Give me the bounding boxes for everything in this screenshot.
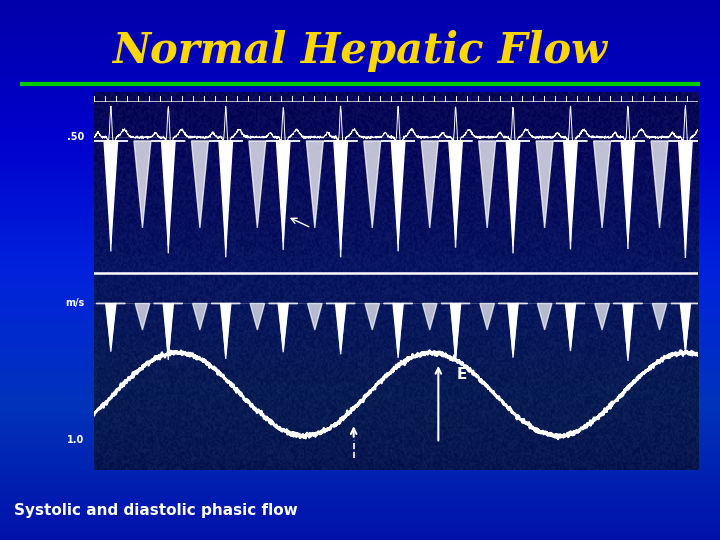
Polygon shape (668, 141, 702, 258)
Polygon shape (438, 141, 472, 248)
Polygon shape (479, 141, 495, 228)
Polygon shape (106, 303, 116, 348)
Polygon shape (441, 303, 470, 361)
Polygon shape (249, 141, 266, 228)
Text: Systolic and diastolic phasic flow: Systolic and diastolic phasic flow (14, 503, 298, 518)
Polygon shape (554, 141, 588, 249)
Polygon shape (192, 141, 208, 228)
Polygon shape (154, 303, 183, 360)
Polygon shape (593, 141, 611, 228)
Polygon shape (537, 303, 552, 330)
Polygon shape (536, 141, 553, 228)
Polygon shape (307, 303, 322, 330)
Polygon shape (266, 141, 300, 250)
Polygon shape (565, 303, 575, 347)
Polygon shape (163, 303, 174, 356)
Polygon shape (498, 303, 528, 357)
Polygon shape (276, 141, 290, 242)
Polygon shape (336, 303, 346, 350)
Polygon shape (365, 303, 379, 330)
Polygon shape (364, 141, 381, 228)
Polygon shape (96, 303, 125, 352)
Polygon shape (421, 141, 438, 228)
Polygon shape (556, 303, 585, 351)
Polygon shape (278, 303, 288, 348)
Polygon shape (506, 141, 520, 246)
Polygon shape (611, 141, 645, 249)
Polygon shape (326, 303, 355, 354)
Polygon shape (451, 303, 461, 357)
Polygon shape (381, 141, 415, 251)
Text: .50: .50 (67, 132, 84, 142)
Polygon shape (393, 303, 403, 354)
Polygon shape (623, 303, 633, 357)
Polygon shape (621, 141, 635, 241)
Polygon shape (671, 303, 700, 353)
Polygon shape (680, 303, 690, 349)
Polygon shape (384, 303, 413, 358)
Polygon shape (564, 141, 577, 242)
Text: m/s: m/s (66, 299, 84, 308)
Polygon shape (220, 303, 231, 355)
Polygon shape (306, 141, 323, 228)
Polygon shape (250, 303, 265, 330)
Polygon shape (496, 141, 530, 253)
Polygon shape (94, 141, 127, 252)
Polygon shape (211, 303, 240, 359)
Polygon shape (449, 141, 462, 240)
Polygon shape (104, 141, 117, 244)
Polygon shape (193, 303, 207, 330)
Polygon shape (151, 141, 185, 253)
Polygon shape (269, 303, 298, 352)
Polygon shape (480, 303, 495, 330)
Polygon shape (135, 303, 150, 330)
Polygon shape (679, 141, 692, 251)
Text: 1.0: 1.0 (67, 435, 84, 444)
Polygon shape (392, 141, 405, 244)
Polygon shape (613, 303, 642, 361)
Polygon shape (219, 141, 233, 249)
Polygon shape (334, 141, 348, 249)
Polygon shape (161, 141, 175, 246)
Polygon shape (209, 141, 243, 257)
Polygon shape (652, 303, 667, 330)
Polygon shape (134, 141, 151, 228)
Polygon shape (651, 141, 668, 228)
Text: Normal Hepatic Flow: Normal Hepatic Flow (112, 30, 608, 72)
Polygon shape (508, 303, 518, 354)
Polygon shape (595, 303, 609, 330)
Text: E: E (456, 367, 467, 382)
Polygon shape (423, 303, 437, 330)
Polygon shape (324, 141, 358, 257)
